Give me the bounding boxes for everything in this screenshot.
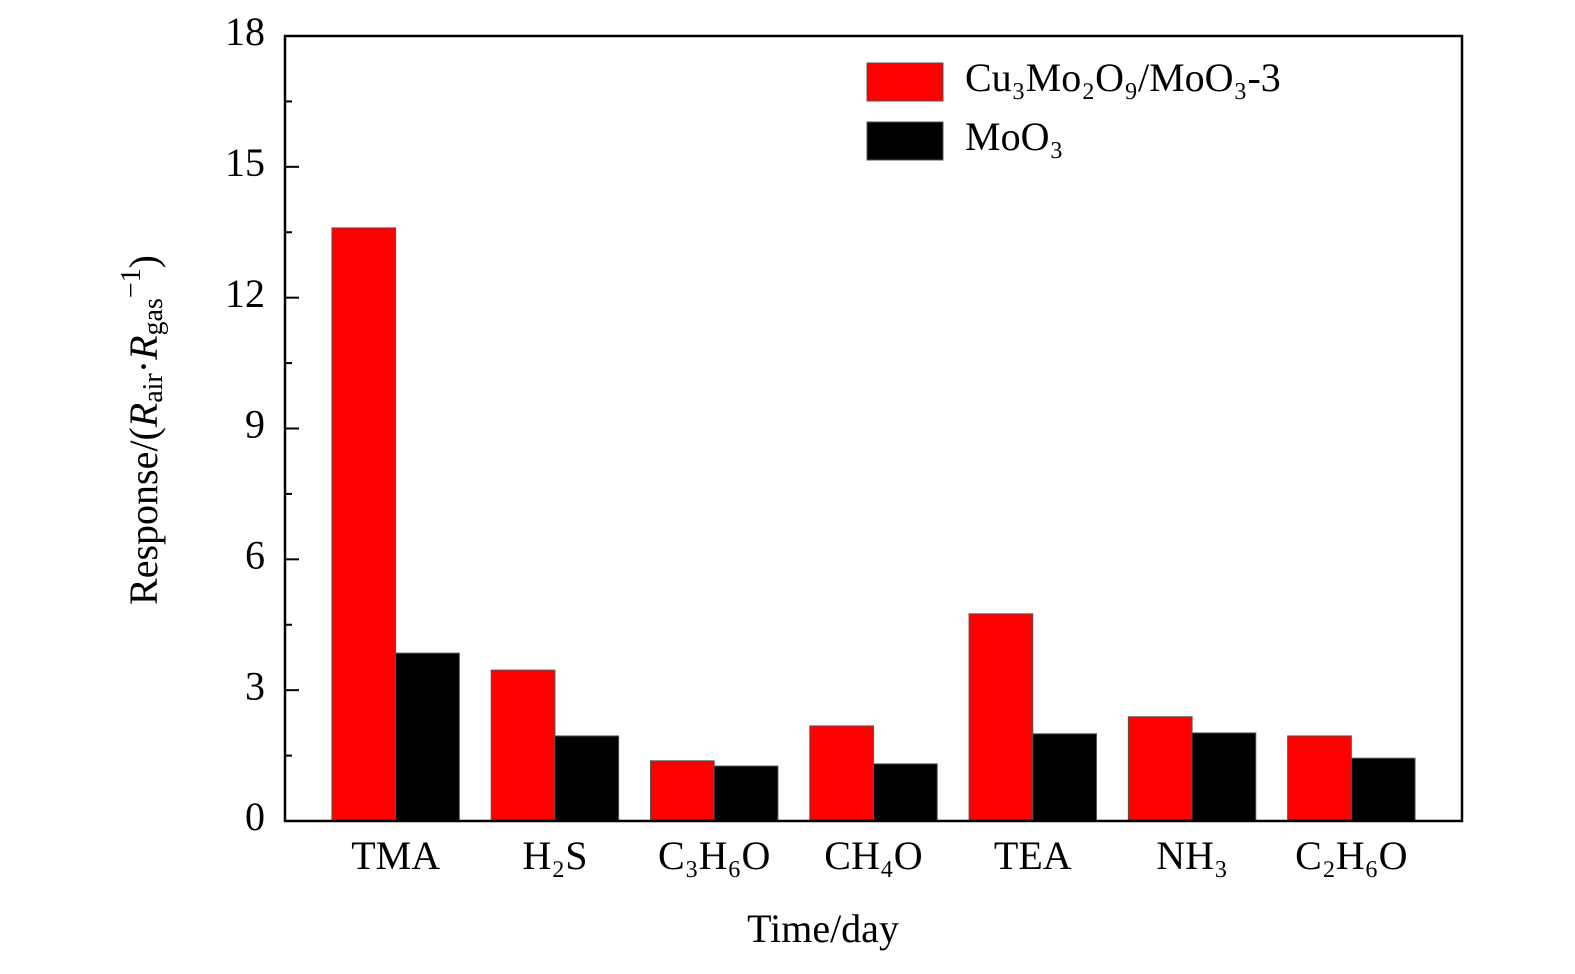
bar bbox=[1191, 732, 1257, 822]
bar bbox=[809, 725, 874, 822]
y-axis-label: Response/(Rair·Rgas−1) bbox=[116, 255, 169, 605]
x-tick-label: CH₄O bbox=[824, 833, 922, 878]
bar bbox=[554, 735, 620, 822]
x-tick-label: H₂S bbox=[522, 833, 587, 878]
y-tick-label: 12 bbox=[225, 271, 265, 316]
bar bbox=[713, 765, 779, 822]
x-tick-label: TMA bbox=[351, 833, 440, 878]
bar bbox=[395, 652, 460, 822]
y-axis-label-part: Response/( bbox=[121, 427, 166, 605]
y-axis-label-part: air bbox=[138, 373, 169, 403]
x-tick-label: C₃H₆O bbox=[658, 833, 770, 878]
bar bbox=[490, 669, 556, 822]
legend-swatch bbox=[866, 121, 944, 161]
x-tick-label: C₂H₆O bbox=[1295, 833, 1407, 878]
legend-swatch bbox=[866, 62, 944, 102]
y-axis-label-part: R bbox=[121, 335, 166, 360]
x-tick-label: NH₃ bbox=[1156, 833, 1228, 878]
x-tick-label: TEA bbox=[994, 833, 1072, 878]
legend-label: Cu₃Mo₂O₉/MoO₃-3 bbox=[965, 55, 1281, 100]
bar bbox=[650, 760, 715, 822]
bar bbox=[968, 613, 1034, 822]
y-tick-label: 18 bbox=[225, 9, 265, 54]
y-tick-label: 6 bbox=[245, 533, 265, 578]
y-tick-label: 15 bbox=[225, 140, 265, 185]
bar bbox=[1350, 757, 1416, 822]
y-axis-label-part: · bbox=[121, 360, 166, 373]
y-tick-label: 9 bbox=[245, 402, 265, 447]
y-tick-label: 0 bbox=[245, 794, 265, 839]
y-tick-label: 3 bbox=[245, 663, 265, 708]
bar bbox=[1032, 733, 1098, 822]
x-axis-label: Time/day bbox=[747, 906, 899, 951]
y-axis-label-part: ) bbox=[121, 255, 166, 268]
bar bbox=[331, 227, 397, 822]
legend-label: MoO₃ bbox=[965, 114, 1063, 159]
y-axis-label-part: −1 bbox=[116, 268, 147, 298]
bar bbox=[1287, 735, 1352, 822]
bar bbox=[873, 763, 938, 822]
y-axis-label-part: R bbox=[121, 403, 166, 428]
bar bbox=[1127, 716, 1193, 822]
y-axis-label-part: gas bbox=[138, 298, 169, 335]
